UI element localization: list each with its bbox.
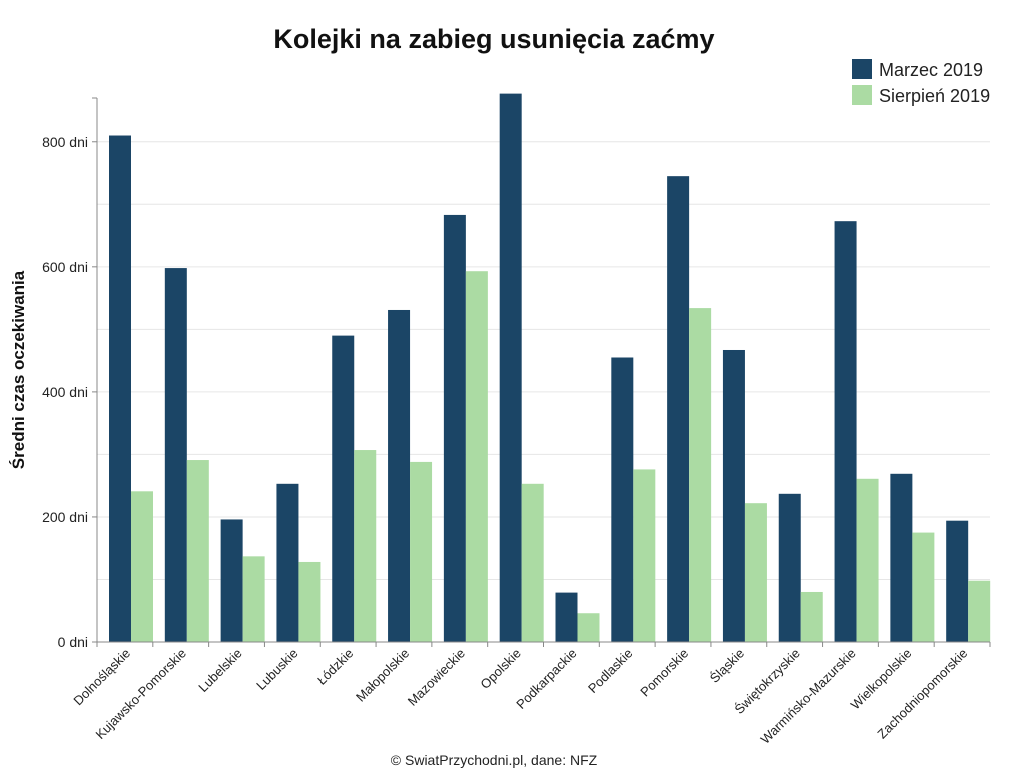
legend-swatch-marzec xyxy=(852,59,872,79)
bar xyxy=(689,308,712,642)
x-tick-label: Mazowieckie xyxy=(405,646,468,709)
bar xyxy=(611,357,634,642)
y-axis-ticks: 0 dni 200 dni 400 dni 600 dni 800 dni xyxy=(42,134,97,650)
bar xyxy=(856,478,879,642)
source-credit: © SwiatPrzychodni.pl, dane: NFZ xyxy=(391,752,598,768)
bar xyxy=(109,135,131,642)
x-tick-label: Śląskie xyxy=(707,646,747,686)
bar xyxy=(131,491,153,642)
bar xyxy=(555,592,578,642)
bar xyxy=(744,503,767,642)
x-tick-label: Łódzkie xyxy=(314,646,356,688)
bar xyxy=(521,483,544,642)
bar xyxy=(242,556,265,642)
y-axis-label: Średni czas oczekiwania xyxy=(9,270,28,469)
legend-label-marzec: Marzec 2019 xyxy=(879,60,983,80)
legend: Marzec 2019 Sierpień 2019 xyxy=(852,59,990,106)
bar xyxy=(164,268,187,642)
bar xyxy=(633,469,656,642)
bar xyxy=(946,520,969,642)
bar xyxy=(388,309,411,642)
x-tick-label: Opolskie xyxy=(477,646,523,692)
x-tick-label: Lubuskie xyxy=(253,646,300,693)
bar xyxy=(722,349,745,642)
x-tick-label: Pomorskie xyxy=(637,646,691,700)
legend-label-sierpien: Sierpień 2019 xyxy=(879,86,990,106)
chart-title: Kolejki na zabieg usunięcia zaćmy xyxy=(273,24,714,54)
legend-swatch-sierpien xyxy=(852,85,872,105)
x-tick-label: Lubelskie xyxy=(195,646,244,695)
x-tick-label: Podkarpackie xyxy=(513,646,579,712)
bar xyxy=(800,591,823,642)
x-tick-label: Małopolskie xyxy=(353,646,412,705)
bar xyxy=(220,519,243,642)
bar xyxy=(577,613,600,642)
bar xyxy=(354,450,377,642)
grid xyxy=(97,141,990,580)
bar xyxy=(410,461,433,642)
bar xyxy=(667,176,690,642)
bar xyxy=(499,93,522,642)
y-tick-label: 600 dni xyxy=(42,259,88,275)
bar xyxy=(332,335,355,642)
bar xyxy=(890,473,913,642)
y-tick-label: 400 dni xyxy=(42,384,88,400)
bar xyxy=(834,221,857,642)
bar xyxy=(276,483,299,642)
y-tick-label: 800 dni xyxy=(42,134,88,150)
bar xyxy=(778,493,801,642)
bar xyxy=(968,580,991,642)
x-tick-label: Warmińsko-Mazurskie xyxy=(758,646,859,747)
bar xyxy=(298,561,321,642)
y-tick-label: 200 dni xyxy=(42,509,88,525)
bars xyxy=(109,93,991,642)
y-tick-label: 0 dni xyxy=(58,634,88,650)
x-tick-label: Podlaskie xyxy=(585,646,635,696)
bar xyxy=(912,532,935,642)
bar xyxy=(465,271,488,642)
bar xyxy=(443,214,466,642)
bar xyxy=(186,460,209,642)
